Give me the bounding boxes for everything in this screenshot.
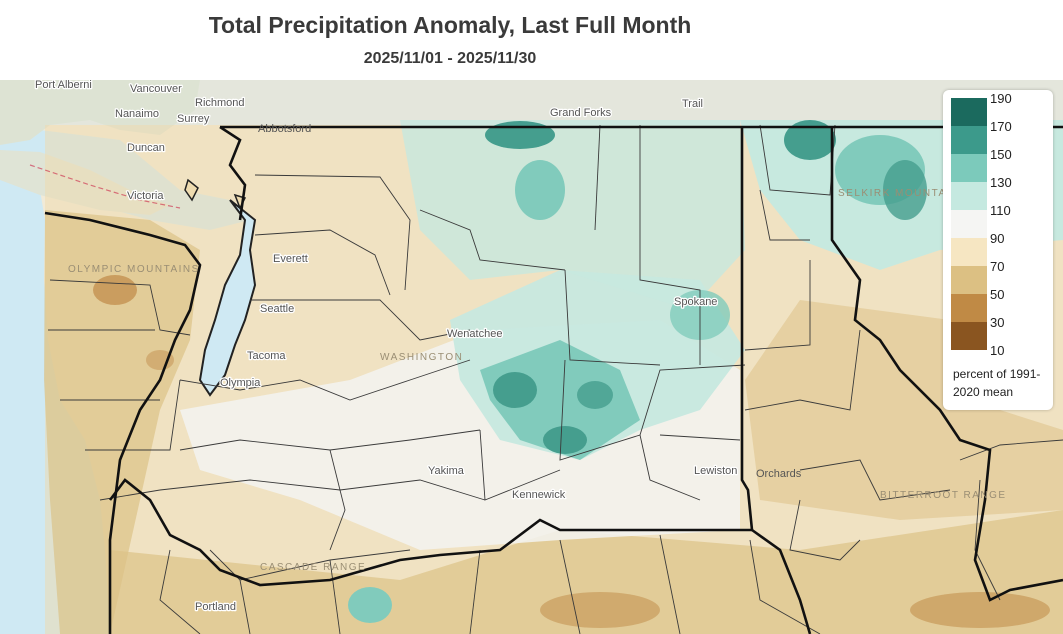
legend-swatch — [951, 238, 987, 266]
county-lines — [48, 124, 1063, 634]
legend-swatch — [951, 126, 987, 154]
wa-coastline — [44, 211, 202, 634]
wa-or-border — [108, 478, 752, 587]
intl-border-dashed — [29, 164, 181, 209]
anomaly-shading — [44, 120, 1063, 634]
legend-tick-label: 90 — [990, 231, 1005, 246]
map-canvas: OLYMPIC MOUNTAINS WASHINGTON CASCADE RAN… — [0, 80, 1063, 634]
legend-tick-label: 190 — [990, 91, 1012, 106]
id-or-border — [751, 528, 812, 634]
precipitation-anomaly-map[interactable]: OLYMPIC MOUNTAINS WASHINGTON CASCADE RAN… — [0, 80, 1063, 634]
map-title: Total Precipitation Anomaly, Last Full M… — [208, 12, 692, 38]
region-label-bitterroot: BITTERROOT RANGE — [880, 490, 1007, 501]
place-richmond: Richmond — [195, 97, 245, 109]
place-trail: Trail — [682, 98, 703, 110]
canada-border-coast — [219, 125, 247, 221]
legend-swatch — [951, 210, 987, 238]
legend-swatch — [951, 294, 987, 322]
legend-swatch — [951, 182, 987, 210]
place-olympia: Olympia — [220, 377, 261, 389]
legend-tick-label: 130 — [990, 175, 1012, 190]
place-kennewick: Kennewick — [512, 489, 566, 501]
legend-tick-label: 170 — [990, 119, 1012, 134]
legend-tick-label: 30 — [990, 315, 1005, 330]
legend-swatch — [951, 322, 987, 350]
place-tacoma: Tacoma — [247, 350, 286, 362]
legend-tick-label: 50 — [990, 287, 1005, 302]
place-labels: Port Alberni Vancouver Richmond Nanaimo … — [34, 80, 802, 614]
place-yakima: Yakima — [428, 465, 465, 477]
region-label-washington: WASHINGTON — [380, 352, 463, 363]
legend-tick-label: 150 — [990, 147, 1012, 162]
place-wenatchee: Wenatchee — [447, 328, 502, 340]
legend-tick-label: 10 — [990, 343, 1005, 358]
region-label-selkirk: SELKIRK MOUNTAINS — [838, 188, 968, 199]
id-mt-border — [830, 127, 1063, 602]
place-grand-forks: Grand Forks — [550, 107, 612, 119]
state-lines — [44, 125, 1063, 634]
region-label-olympic: OLYMPIC MOUNTAINS — [68, 264, 200, 275]
puget-sound — [198, 199, 257, 397]
place-vancouver: Vancouver — [130, 83, 182, 95]
legend: 190 170 150 130 110 90 70 50 30 10 percent of 199… — [943, 90, 1053, 410]
place-port-alberni: Port Alberni — [35, 80, 92, 91]
place-abbotsford: Abbotsford — [258, 123, 311, 135]
legend-tick-label: 110 — [990, 203, 1011, 218]
legend-swatch — [951, 154, 987, 182]
place-duncan: Duncan — [127, 142, 165, 154]
place-seattle: Seattle — [260, 303, 294, 315]
place-nanaimo: Nanaimo — [115, 108, 159, 120]
place-victoria: Victoria — [127, 190, 164, 202]
legend-tick-label: 70 — [990, 259, 1005, 274]
legend-swatch — [951, 98, 987, 126]
map-subtitle: 2025/11/01 - 2025/11/30 — [363, 50, 537, 67]
legend-caption: percent of 1991-2020 mean — [953, 367, 1041, 399]
region-label-cascade: CASCADE RANGE — [260, 562, 366, 573]
place-surrey: Surrey — [177, 113, 210, 125]
legend-swatch — [951, 266, 987, 294]
place-spokane: Spokane — [674, 296, 717, 308]
place-orchards: Orchards — [756, 468, 802, 480]
place-lewiston: Lewiston — [694, 465, 737, 477]
place-portland: Portland — [195, 601, 236, 613]
place-everett: Everett — [273, 253, 308, 265]
wa-id-border — [740, 127, 754, 531]
